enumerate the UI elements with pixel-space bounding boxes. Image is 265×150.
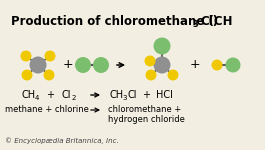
Text: Production of chloromethane (CH: Production of chloromethane (CH bbox=[11, 15, 232, 28]
Circle shape bbox=[93, 57, 109, 73]
Circle shape bbox=[45, 51, 55, 62]
Text: © Encyclopædia Britannica, Inc.: © Encyclopædia Britannica, Inc. bbox=[5, 138, 119, 144]
Text: hydrogen chloride: hydrogen chloride bbox=[108, 116, 185, 124]
Text: 4: 4 bbox=[35, 94, 39, 100]
Text: CH: CH bbox=[22, 90, 36, 100]
Circle shape bbox=[29, 57, 46, 74]
Text: methane + chlorine: methane + chlorine bbox=[5, 105, 89, 114]
Text: chloromethane +: chloromethane + bbox=[108, 105, 181, 114]
Circle shape bbox=[153, 38, 170, 54]
Circle shape bbox=[21, 69, 33, 81]
Text: Cl: Cl bbox=[62, 90, 72, 100]
Circle shape bbox=[75, 57, 91, 73]
Text: Cl: Cl bbox=[127, 90, 136, 100]
Text: Cl): Cl) bbox=[200, 15, 218, 28]
Text: 3: 3 bbox=[193, 20, 198, 29]
Text: +: + bbox=[142, 90, 150, 100]
Circle shape bbox=[153, 57, 170, 74]
Text: 3: 3 bbox=[122, 94, 126, 100]
Text: HCl: HCl bbox=[156, 90, 173, 100]
Circle shape bbox=[226, 57, 241, 72]
Text: 2: 2 bbox=[72, 94, 76, 100]
Circle shape bbox=[43, 69, 55, 81]
Circle shape bbox=[20, 51, 32, 62]
Text: +: + bbox=[46, 90, 54, 100]
Circle shape bbox=[211, 60, 223, 70]
Circle shape bbox=[145, 69, 157, 81]
Circle shape bbox=[144, 56, 156, 66]
Text: +: + bbox=[190, 58, 200, 72]
Text: CH: CH bbox=[110, 90, 124, 100]
Text: +: + bbox=[63, 58, 73, 72]
Circle shape bbox=[167, 69, 179, 81]
